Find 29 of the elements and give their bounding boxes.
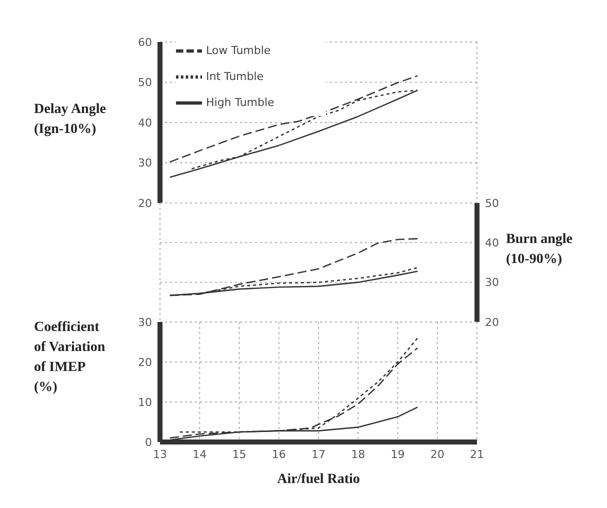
y-tick-label: 0	[145, 436, 152, 449]
x-tick-label: 13	[153, 448, 167, 461]
legend-label: Low Tumble	[206, 44, 271, 58]
y-tick-label: 30	[138, 156, 152, 170]
y-tick-label: 10	[138, 396, 152, 409]
y-axis-title: Delay Angle (Ign-10%)	[34, 101, 106, 139]
x-tick-label: 14	[192, 448, 207, 461]
y-tick-label: 20	[138, 356, 152, 369]
y-tick-label: 30	[138, 316, 152, 329]
x-tick-label: 15	[232, 448, 246, 461]
y2-tick-label: 50	[485, 196, 499, 210]
x-tick-label: 18	[351, 448, 366, 461]
x-tick-label: 19	[390, 448, 405, 461]
y2-tick-label: 30	[485, 276, 499, 290]
legend-label: High Tumble	[206, 96, 274, 110]
y2-tick-label: 20	[485, 316, 499, 329]
y-tick-label: 50	[138, 76, 152, 90]
y-tick-label: 40	[138, 116, 152, 130]
y2-axis-title: Burn angle (10-90%)	[506, 231, 574, 269]
x-tick-label: 16	[272, 448, 286, 461]
y2-tick-label: 40	[485, 236, 499, 250]
y-tick-label: 60	[138, 36, 152, 49]
x-tick-label: 17	[312, 448, 326, 461]
y-tick-label: 20	[138, 196, 152, 210]
y-axis-title: Coefficient of Variation of IMEP (%)	[34, 319, 106, 397]
x-tick-label: 20	[430, 448, 444, 461]
x-axis-title: Air/fuel Ratio	[276, 471, 361, 489]
x-tick-label: 21	[470, 448, 484, 461]
legend-label: Int Tumble	[206, 70, 264, 84]
